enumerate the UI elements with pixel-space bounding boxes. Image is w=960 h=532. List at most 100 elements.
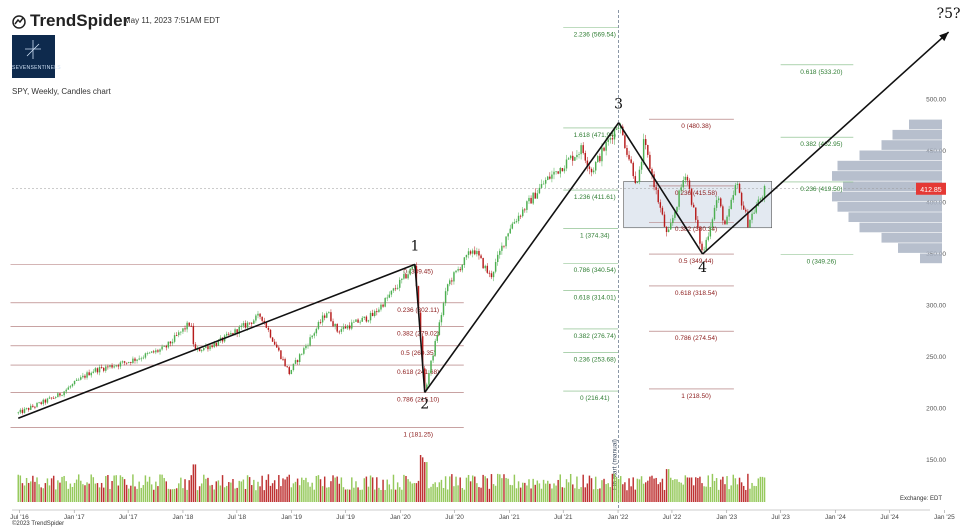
candle-down (424, 368, 426, 390)
candle-down (284, 359, 286, 367)
candle-down (228, 333, 230, 335)
candle-up (121, 361, 124, 363)
volume-bar (492, 484, 495, 502)
y-tick-label: 500.00 (926, 97, 946, 104)
candle-down (111, 365, 113, 368)
candle-up (430, 360, 432, 373)
volume-bar (184, 479, 186, 502)
candle-down (688, 180, 691, 189)
volume-bar (257, 481, 259, 502)
volume-bar (584, 487, 587, 502)
candle-down (107, 366, 109, 368)
volume-profile-bar (881, 140, 942, 150)
volume-bar (503, 474, 505, 502)
candle-down (421, 336, 424, 369)
candle-up (340, 329, 343, 332)
candle-up (638, 169, 641, 182)
candle-down (371, 312, 374, 317)
candle-up (119, 362, 122, 367)
volume-bar (753, 485, 755, 502)
volume-bar (605, 484, 607, 502)
volume-bar (703, 486, 705, 502)
volume-bar (624, 482, 626, 502)
volume-bar (309, 486, 311, 502)
volume-bar (105, 476, 107, 502)
volume-bar (207, 477, 209, 502)
candle-down (84, 375, 86, 378)
wave-label: ?5? (937, 6, 960, 22)
candle-up (734, 184, 737, 196)
volume-bar (313, 489, 316, 502)
volume-bar (319, 479, 322, 502)
volume-bar (663, 489, 666, 502)
candle-down (632, 162, 634, 177)
candle-down (519, 215, 522, 217)
volume-bar (155, 481, 157, 502)
volume-bar (524, 482, 526, 502)
candle-down (661, 207, 664, 215)
volume-bar (640, 476, 643, 502)
volume-bar (213, 489, 215, 502)
volume-bar (263, 490, 265, 502)
x-tick-label: Jul '23 (771, 514, 790, 521)
candle-down (503, 245, 505, 247)
wave-line (17, 263, 416, 420)
volume-bar (326, 487, 328, 502)
candle-up (409, 268, 411, 275)
volume-bar (338, 483, 341, 502)
fib-level-label: 1 (374.34) (580, 232, 610, 239)
volume-bar (130, 485, 132, 502)
candle-up (576, 154, 578, 158)
volume-bar (630, 486, 632, 502)
volume-bar (697, 478, 699, 502)
volume-bar (225, 485, 228, 502)
candle-up (132, 358, 134, 363)
candle-up (253, 320, 255, 324)
volume-bar (209, 485, 211, 502)
volume-bar (146, 481, 149, 502)
candle-up (313, 333, 316, 336)
volume-bar (449, 476, 451, 502)
candle-up (178, 332, 180, 336)
candle-down (123, 361, 126, 363)
wave-label: 2 (420, 396, 429, 412)
volume-bar (565, 479, 568, 502)
candle-down (724, 220, 726, 225)
volume-bar (699, 476, 701, 502)
candle-up (640, 161, 643, 170)
candle-down (188, 322, 190, 326)
volume-bar (138, 481, 140, 502)
candle-down (165, 346, 167, 348)
candle-down (590, 168, 593, 173)
candle-up (684, 176, 687, 181)
volume-bar (46, 478, 49, 502)
volume-bar (401, 489, 403, 502)
volume-bar (757, 478, 760, 502)
x-tick-label: Jul '19 (336, 514, 355, 521)
volume-bar (63, 475, 65, 502)
badge-text: SEVENSENTINELS (12, 65, 61, 71)
volume-bar (17, 474, 19, 502)
candle-up (378, 309, 380, 313)
volume-bar (597, 489, 599, 502)
candle-up (303, 348, 305, 354)
volume-bar (632, 477, 634, 502)
candle-up (580, 145, 582, 155)
candle-down (21, 409, 24, 413)
candle-up (672, 217, 674, 224)
candle-up (605, 141, 607, 151)
volume-bar (84, 485, 86, 502)
volume-bar (657, 484, 659, 502)
author-badge: SEVENSENTINELS (12, 35, 61, 78)
volume-bar (461, 487, 464, 502)
volume-bar (205, 478, 207, 502)
volume-bar (505, 477, 507, 502)
y-tick-label: 150.00 (926, 457, 946, 464)
candle-up (617, 128, 620, 129)
candle-up (553, 171, 555, 175)
candle-down (628, 154, 630, 160)
candle-up (109, 365, 111, 367)
volume-bar (165, 481, 167, 502)
volume-bar (446, 489, 449, 502)
